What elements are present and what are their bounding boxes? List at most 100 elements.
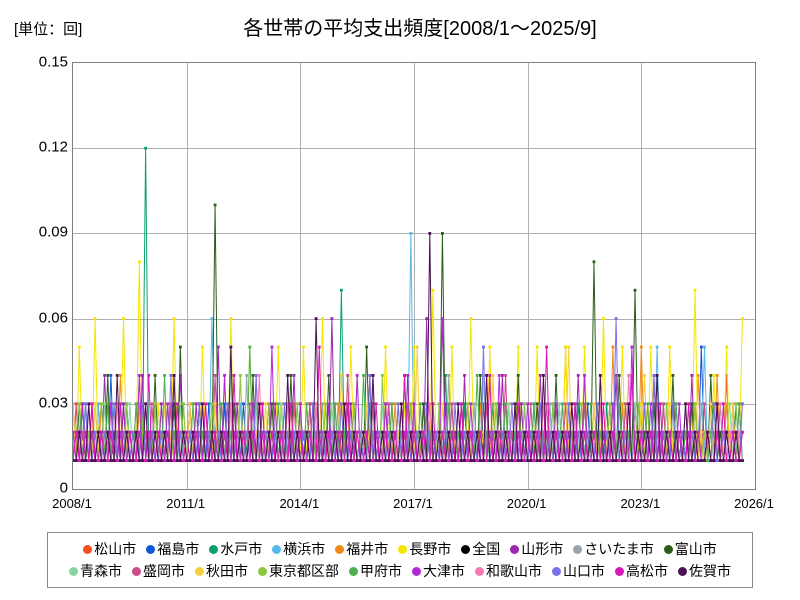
legend-item[interactable]: 大津市 [412,564,465,578]
data-point [551,459,555,462]
data-point [608,402,612,406]
data-point [554,374,558,377]
data-point [368,374,372,377]
data-point [519,430,523,434]
legend-item[interactable]: 山形市 [510,542,563,556]
data-point [185,430,189,434]
data-point [191,402,195,406]
legend-item[interactable]: 山口市 [552,564,605,578]
legend-item[interactable]: 甲府市 [349,564,402,578]
data-point [510,430,514,434]
data-point [87,430,91,434]
data-point [418,402,422,406]
legend-row-2: 青森市 盛岡市 秋田市 東京都区部 甲府市 大津市 和歌山市 山口市 高松市 佐賀市 [52,560,748,582]
data-point [298,459,302,462]
data-point [526,430,530,434]
data-point [734,402,738,406]
legend-item[interactable]: 盛岡市 [132,564,185,578]
data-point [305,459,309,462]
data-point [103,374,106,377]
data-point [583,459,586,462]
legend-item[interactable]: 高松市 [615,564,668,578]
legend-item[interactable]: 長野市 [398,542,451,556]
legend-item[interactable]: 青森市 [69,564,122,578]
data-point [286,374,290,377]
data-point [147,430,151,434]
legend-label: 松山市 [94,541,137,557]
data-point [494,430,498,434]
data-point [298,430,302,434]
data-point [305,402,309,406]
data-point [712,459,716,462]
data-point [229,374,233,377]
legend-item[interactable]: 秋田市 [195,564,248,578]
legend-item[interactable]: 佐賀市 [678,564,731,578]
legend-item[interactable]: 福井市 [335,542,388,556]
data-point [551,402,555,406]
y-axis-tick: 0.12 [38,138,68,156]
data-point [636,402,640,406]
data-point [507,402,511,406]
data-point [194,459,198,462]
legend-marker-icon [475,566,484,576]
data-point [589,459,593,462]
data-point [504,402,507,406]
legend-item[interactable]: 全国 [461,542,500,556]
legend-item[interactable]: 横浜市 [272,542,325,556]
data-point [573,430,577,434]
data-point [321,402,324,406]
data-point [715,402,719,406]
data-point [355,430,359,434]
y-axis: 0 0.03 0.06 0.09 0.12 0.15 [0,0,68,600]
data-point [368,402,372,406]
legend-marker-icon [83,544,93,554]
data-point [567,402,571,406]
data-point [636,430,640,434]
data-point [182,402,185,406]
data-point [122,402,125,406]
legend-item[interactable]: 東京都区部 [258,564,339,578]
data-point [425,459,429,462]
legend-item[interactable]: 松山市 [83,542,136,556]
data-point [178,345,182,349]
legend-item[interactable]: 福島市 [146,542,199,556]
data-point [178,430,182,434]
legend-item[interactable]: 和歌山市 [475,564,542,578]
data-point [396,430,400,434]
data-point [725,402,728,406]
data-point [267,402,271,406]
data-point [542,459,545,462]
data-point [213,459,217,462]
data-point [598,430,602,434]
data-point [501,374,504,377]
data-point [81,402,84,406]
data-point [605,430,608,434]
x-axis-tick: 2011/1 [166,496,206,511]
data-point [406,402,410,406]
data-point [362,459,365,462]
data-point [289,402,293,406]
data-point [399,430,403,434]
data-point [248,459,252,462]
data-point [232,402,236,406]
data-point [362,374,365,377]
data-point [655,430,659,434]
legend-marker-icon [132,566,141,576]
data-point [204,402,208,406]
data-point [84,459,88,462]
data-point [399,402,403,406]
legend-item[interactable]: 富山市 [663,542,717,556]
data-point [687,430,691,434]
legend-item[interactable]: さいたま市 [573,542,654,556]
data-point [150,430,154,434]
data-point [415,345,419,349]
data-point [169,430,173,434]
data-point [677,459,681,462]
data-point [77,430,81,434]
legend-item[interactable]: 水戸市 [209,542,262,556]
data-point [633,459,637,462]
data-point [652,402,656,406]
data-point [387,402,391,406]
data-point [441,317,444,320]
series-layer [73,146,744,462]
